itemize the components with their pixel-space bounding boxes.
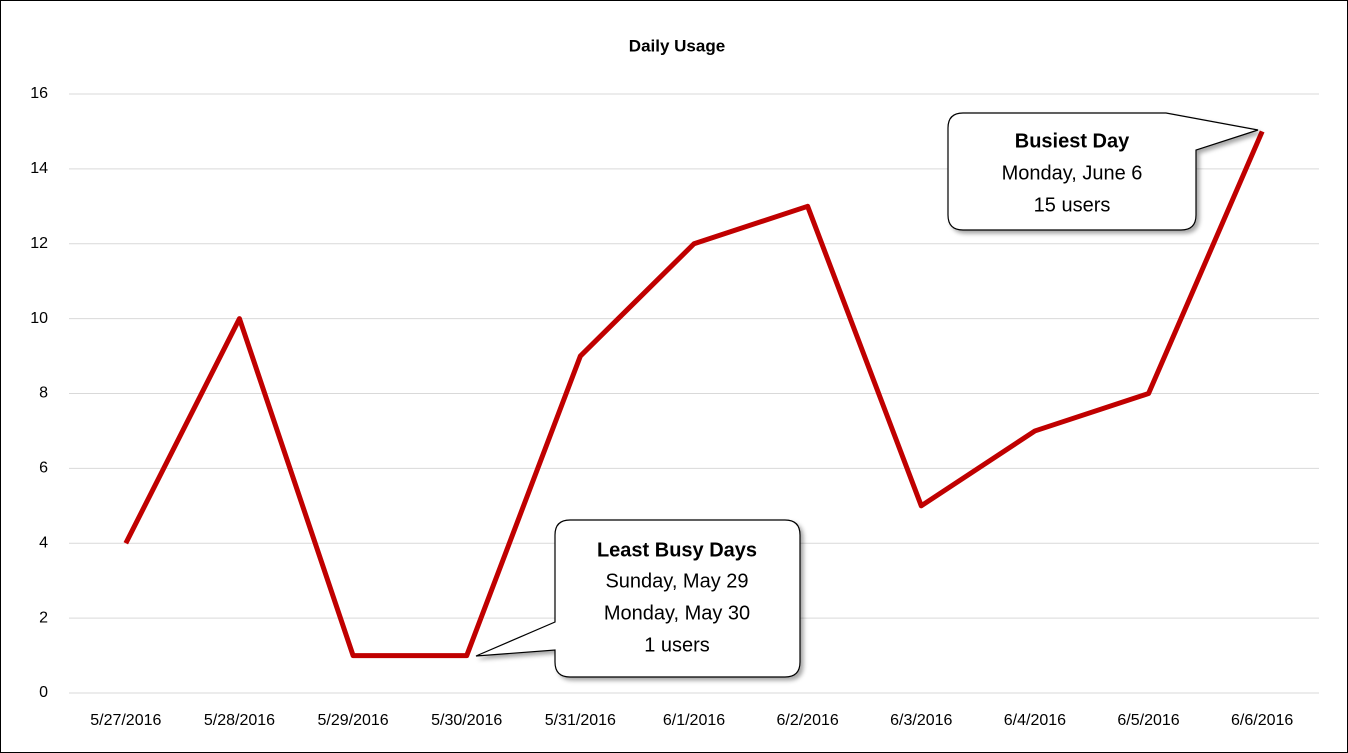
callout-line: Monday, June 6 bbox=[1002, 162, 1143, 184]
x-tick-label: 6/2/2016 bbox=[776, 712, 838, 729]
callout-box bbox=[475, 519, 801, 678]
callout-line: Monday, May 30 bbox=[604, 602, 750, 624]
x-tick-label: 6/1/2016 bbox=[663, 712, 725, 729]
x-tick-label: 5/29/2016 bbox=[317, 712, 388, 729]
y-tick-label: 10 bbox=[30, 310, 48, 327]
y-tick-label: 2 bbox=[39, 609, 48, 626]
callout-line: 15 users bbox=[1034, 194, 1111, 216]
plot-area: 0 2 4 6 8 10 12 14 16 5/27/2016 5/28/2016 5/29/2016… bbox=[30, 85, 1319, 729]
callout-title: Busiest Day bbox=[1015, 130, 1130, 152]
x-tick-label: 6/4/2016 bbox=[1004, 712, 1066, 729]
callout-line: 1 users bbox=[644, 634, 710, 656]
x-tick-label: 5/30/2016 bbox=[431, 712, 502, 729]
x-tick-label: 5/31/2016 bbox=[545, 712, 616, 729]
x-tick-label: 6/6/2016 bbox=[1231, 712, 1293, 729]
callout-title: Least Busy Days bbox=[597, 539, 757, 561]
x-tick-label: 5/28/2016 bbox=[204, 712, 275, 729]
y-tick-label: 8 bbox=[39, 385, 48, 402]
y-tick-label: 4 bbox=[39, 534, 48, 551]
x-tick-label: 6/5/2016 bbox=[1117, 712, 1179, 729]
y-tick-label: 0 bbox=[39, 684, 48, 701]
x-tick-label: 5/27/2016 bbox=[90, 712, 161, 729]
y-tick-label: 16 bbox=[30, 85, 48, 102]
data-line bbox=[123, 130, 1265, 659]
y-tick-label: 12 bbox=[30, 235, 48, 252]
y-tick-label: 6 bbox=[39, 460, 48, 477]
callout-line: Sunday, May 29 bbox=[605, 570, 748, 592]
chart-title: Daily Usage bbox=[629, 36, 725, 55]
callout-box bbox=[947, 112, 1259, 231]
y-tick-label: 14 bbox=[30, 160, 48, 177]
x-tick-label: 6/3/2016 bbox=[890, 712, 952, 729]
